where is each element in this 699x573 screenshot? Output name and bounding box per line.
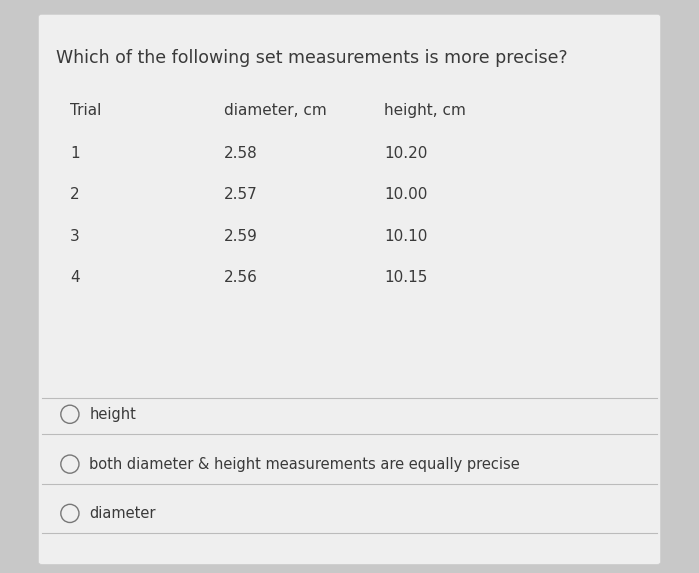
Text: 10.00: 10.00 [384, 187, 428, 202]
Text: diameter: diameter [89, 506, 156, 521]
Text: height: height [89, 407, 136, 422]
Text: 2.57: 2.57 [224, 187, 257, 202]
Text: diameter, cm: diameter, cm [224, 103, 326, 118]
Text: 2.56: 2.56 [224, 270, 257, 285]
Text: 1: 1 [70, 146, 80, 161]
Text: Trial: Trial [70, 103, 101, 118]
Text: 2.59: 2.59 [224, 229, 257, 244]
Text: Which of the following set measurements is more precise?: Which of the following set measurements … [56, 49, 568, 66]
Text: 4: 4 [70, 270, 80, 285]
Text: height, cm: height, cm [384, 103, 466, 118]
Text: 10.20: 10.20 [384, 146, 428, 161]
Text: 10.10: 10.10 [384, 229, 428, 244]
Text: 2: 2 [70, 187, 80, 202]
FancyBboxPatch shape [38, 14, 661, 564]
Text: 2.58: 2.58 [224, 146, 257, 161]
Text: both diameter & height measurements are equally precise: both diameter & height measurements are … [89, 457, 520, 472]
Text: 3: 3 [70, 229, 80, 244]
Text: 10.15: 10.15 [384, 270, 428, 285]
